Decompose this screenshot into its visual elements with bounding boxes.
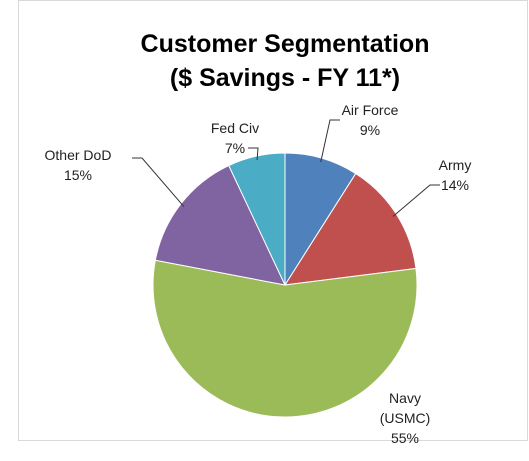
data-label: Army 14% [415, 155, 495, 195]
pie-slice [228, 152, 286, 286]
leader-line [248, 147, 259, 161]
category-label: Navy (USMC) [379, 390, 431, 426]
pie-slice [152, 259, 418, 418]
chart-subtitle: ($ Savings - FY 11*) [170, 64, 400, 92]
data-label: Fed Civ 7% [200, 118, 270, 158]
leader-line [132, 157, 185, 207]
category-label: Army [438, 157, 472, 173]
leader-line [392, 184, 440, 217]
value-label: 55% [390, 430, 420, 446]
category-label: Other DoD [44, 147, 112, 163]
category-label: Fed Civ [210, 120, 260, 136]
value-label: 15% [63, 167, 93, 183]
category-label: Air Force [341, 102, 399, 118]
value-label: 14% [440, 177, 470, 193]
chart-title: Customer Segmentation [141, 30, 430, 58]
data-label: Air Force 9% [325, 100, 415, 140]
data-label: Navy (USMC) 55% [375, 388, 435, 448]
pie-slice [154, 164, 286, 286]
value-label: 9% [359, 122, 381, 138]
data-label: Other DoD 15% [33, 145, 123, 185]
pie-slice [284, 172, 417, 286]
value-label: 7% [224, 140, 246, 156]
leader-line [320, 119, 340, 163]
